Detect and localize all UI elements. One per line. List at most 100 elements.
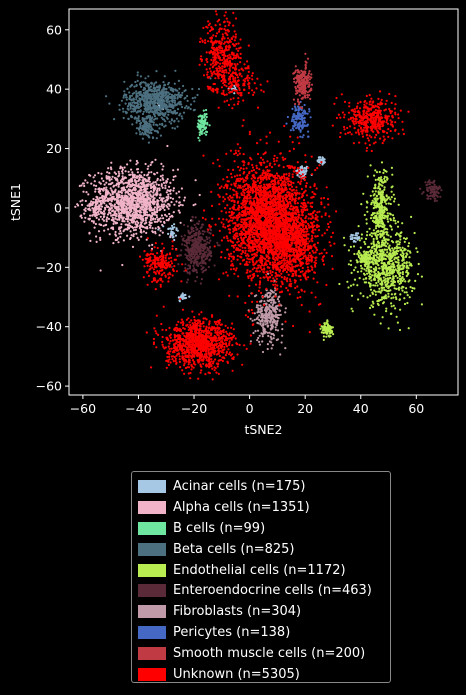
data-point xyxy=(356,260,359,263)
data-point xyxy=(394,219,397,222)
data-point xyxy=(84,216,87,219)
data-point xyxy=(421,192,424,195)
data-point xyxy=(262,322,265,325)
data-point xyxy=(204,126,208,129)
data-point xyxy=(83,212,86,215)
data-point xyxy=(249,340,252,343)
data-point xyxy=(393,281,396,284)
data-point xyxy=(355,232,358,235)
data-point xyxy=(212,234,215,237)
data-point xyxy=(126,107,129,110)
data-point xyxy=(129,180,132,183)
data-point xyxy=(139,225,142,228)
data-point xyxy=(149,209,152,212)
data-point xyxy=(310,87,313,90)
data-point xyxy=(135,90,138,93)
data-point xyxy=(197,136,200,139)
data-point xyxy=(184,89,187,92)
data-point xyxy=(180,235,183,238)
data-point xyxy=(397,250,400,253)
data-point xyxy=(380,245,383,248)
data-point xyxy=(391,263,394,266)
data-point xyxy=(125,96,128,99)
data-point xyxy=(270,326,273,329)
data-point xyxy=(299,113,302,116)
data-point xyxy=(178,300,181,303)
data-point xyxy=(429,197,432,200)
data-point xyxy=(115,192,118,195)
data-point xyxy=(139,223,143,226)
data-point xyxy=(376,276,380,279)
data-point xyxy=(84,179,87,182)
data-point xyxy=(156,205,159,208)
data-point xyxy=(188,242,191,245)
data-point xyxy=(130,225,134,228)
data-point xyxy=(342,236,346,239)
data-point xyxy=(173,127,177,130)
data-point xyxy=(133,192,137,195)
data-point xyxy=(191,269,194,272)
data-point xyxy=(257,304,260,307)
data-point xyxy=(391,173,394,176)
data-point xyxy=(126,196,129,199)
data-point xyxy=(149,199,152,202)
data-point xyxy=(382,171,385,174)
data-point xyxy=(106,213,110,216)
data-point xyxy=(367,246,370,249)
data-point xyxy=(98,207,101,210)
data-point xyxy=(387,272,390,275)
data-point xyxy=(136,198,139,201)
data-point xyxy=(142,81,145,84)
data-point xyxy=(171,215,174,218)
data-point xyxy=(268,316,271,319)
data-point xyxy=(269,335,272,338)
data-point xyxy=(118,108,121,111)
data-point xyxy=(365,206,368,209)
data-point xyxy=(90,220,94,223)
data-point xyxy=(373,221,376,224)
data-point xyxy=(266,347,269,351)
data-point xyxy=(125,186,128,189)
data-point xyxy=(148,244,151,247)
data-point xyxy=(433,183,436,186)
data-point xyxy=(378,267,381,270)
data-point xyxy=(405,274,408,278)
data-point xyxy=(170,224,174,227)
data-point xyxy=(156,89,160,92)
data-point xyxy=(95,240,98,243)
data-point xyxy=(301,117,304,120)
data-point xyxy=(371,292,374,295)
data-point xyxy=(125,228,128,231)
data-point xyxy=(186,94,189,98)
data-point xyxy=(149,110,152,113)
data-point xyxy=(197,222,200,225)
data-point xyxy=(379,236,382,239)
data-point xyxy=(138,110,141,113)
data-point xyxy=(117,241,120,244)
data-point xyxy=(117,183,120,186)
data-point xyxy=(205,236,208,239)
data-point xyxy=(131,212,134,216)
data-point xyxy=(147,165,150,168)
data-point xyxy=(94,214,97,218)
data-point xyxy=(122,116,125,120)
data-point xyxy=(147,196,150,199)
data-point xyxy=(360,203,363,206)
data-point xyxy=(303,103,306,107)
data-point xyxy=(267,307,270,310)
data-point xyxy=(206,254,209,258)
data-point xyxy=(158,234,161,237)
data-point xyxy=(87,193,90,196)
data-point xyxy=(191,216,194,219)
data-point xyxy=(135,214,139,217)
data-point xyxy=(200,245,203,249)
data-point xyxy=(132,108,135,111)
data-point xyxy=(93,226,96,229)
data-point xyxy=(382,271,385,274)
data-point xyxy=(99,182,102,185)
data-point xyxy=(377,219,380,222)
data-point xyxy=(252,331,255,335)
data-point xyxy=(377,185,380,188)
data-point xyxy=(121,263,124,267)
data-point xyxy=(296,125,299,128)
